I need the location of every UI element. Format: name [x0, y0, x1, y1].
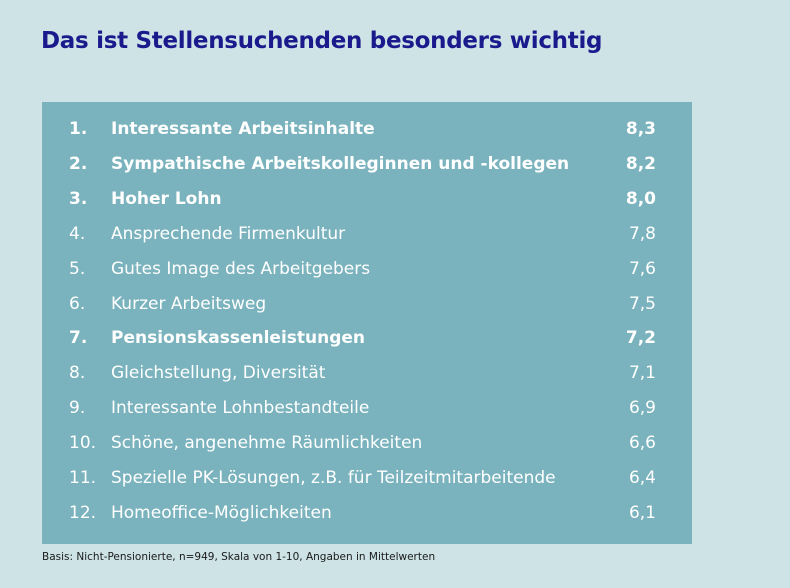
table-row: 4. Ansprechende Firmenkultur 7,8: [42, 217, 692, 252]
table-row: 3. Hoher Lohn 8,0: [42, 182, 692, 217]
row-rank: 5.: [69, 258, 86, 279]
ranking-table: 1. Interessante Arbeitsinhalte 8,3 2. Sympat…: [42, 102, 692, 544]
row-label: Homeoffice-Möglichkeiten: [111, 502, 332, 523]
table-row: 2. Sympathische Arbeitskolleginnen und -k…: [42, 147, 692, 182]
row-label: Kurzer Arbeitsweg: [111, 293, 267, 314]
row-value: 6,6: [628, 433, 656, 454]
row-value: 6,1: [628, 502, 656, 523]
row-label: Gutes Image des Arbeitgebers: [111, 258, 371, 279]
row-value: 7,2: [625, 328, 656, 349]
row-rank: 7.: [69, 328, 88, 349]
row-value: 6,9: [628, 398, 656, 419]
table-row: 5. Gutes Image des Arbeitgebers 7,6: [42, 252, 692, 287]
row-rank: 9.: [69, 398, 86, 419]
row-value: 7,6: [628, 258, 656, 279]
row-value: 8,2: [625, 153, 656, 174]
row-value: 7,8: [628, 223, 656, 244]
row-rank: 2.: [69, 153, 88, 174]
table-row: 10. Schöne, angenehme Räumlichkeiten 6,6: [42, 426, 692, 461]
table-row: 7. Pensionskassenleistungen 7,2: [42, 321, 692, 356]
row-rank: 4.: [69, 223, 86, 244]
row-rank: 1.: [69, 119, 88, 139]
row-label: Ansprechende Firmenkultur: [111, 223, 346, 244]
page-title: Das ist Stellensuchenden besonders wicht…: [41, 28, 603, 54]
row-label: Interessante Lohnbestandteile: [111, 398, 370, 419]
row-label: Pensionskassenleistungen: [111, 328, 366, 349]
row-rank: 12.: [69, 502, 97, 523]
row-rank: 11.: [69, 468, 97, 488]
table-row: 11. Spezielle PK-Lösungen, z.B. für Teilz…: [42, 461, 692, 496]
row-value: 6,4: [628, 468, 656, 488]
row-label: Schöne, angenehme Räumlichkeiten: [111, 433, 423, 454]
row-label: Spezielle PK-Lösungen, z.B. für Teilzeit…: [111, 468, 556, 488]
table-row: 1. Interessante Arbeitsinhalte 8,3: [42, 112, 692, 147]
row-label: Interessante Arbeitsinhalte: [111, 119, 375, 139]
table-row: 6. Kurzer Arbeitsweg 7,5: [42, 287, 692, 322]
row-rank: 10.: [69, 433, 97, 454]
table-row: 12. Homeoffice-Möglichkeiten 6,1: [42, 496, 692, 531]
row-rank: 8.: [69, 363, 86, 384]
row-value: 8,0: [625, 188, 656, 209]
row-rank: 6.: [69, 293, 86, 314]
footnote: Basis: Nicht-Pensionierte, n=949, Skala …: [42, 551, 436, 563]
table-row: 9. Interessante Lohnbestandteile 6,9: [42, 391, 692, 426]
row-rank: 3.: [69, 188, 88, 209]
row-value: 8,3: [625, 119, 656, 139]
row-label: Gleichstellung, Diversität: [111, 363, 326, 384]
row-label: Sympathische Arbeitskolleginnen und -kol…: [111, 153, 570, 174]
table-row: 8. Gleichstellung, Diversität 7,1: [42, 356, 692, 391]
row-value: 7,1: [628, 363, 656, 384]
row-label: Hoher Lohn: [111, 188, 222, 209]
row-value: 7,5: [628, 293, 656, 314]
